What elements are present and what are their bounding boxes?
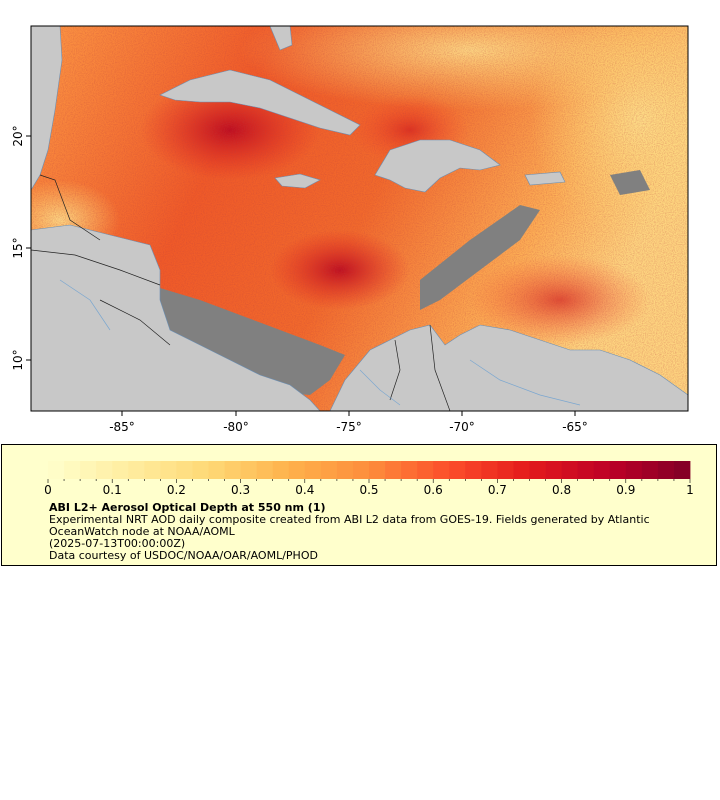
colorbar-cell bbox=[336, 461, 354, 479]
y-axis: 20° 15° 10° bbox=[11, 125, 31, 371]
legend-date: (2025-07-13T00:00:00Z) bbox=[49, 537, 186, 550]
land-jamaica bbox=[274, 173, 321, 189]
land-south-america bbox=[329, 324, 688, 411]
land-layer bbox=[31, 26, 688, 411]
x-tick-label: -70° bbox=[449, 420, 475, 434]
colorbar-cell bbox=[112, 461, 129, 479]
colorbar-tick-label: 0.5 bbox=[359, 483, 378, 497]
map-frame: -85° -80° -75° -70° -65° 20° 15° 10° bbox=[0, 0, 720, 440]
colorbar-cell bbox=[288, 461, 306, 479]
colorbar-cell bbox=[352, 461, 370, 479]
colorbar-tick-label: 0 bbox=[44, 483, 52, 497]
colorbar-cell bbox=[609, 461, 627, 479]
no-data-region-colombia-coast bbox=[420, 205, 540, 310]
colorbar-cell bbox=[545, 461, 562, 479]
colorbar-cell bbox=[641, 461, 659, 479]
colorbar-ticks: 0 0.1 0.2 0.3 0.4 0.5 0.6 0.7 0.8 0.9 1 bbox=[44, 479, 694, 497]
y-tick-label: 15° bbox=[11, 237, 25, 258]
colorbar-cell bbox=[433, 461, 450, 479]
land-central-america bbox=[31, 26, 63, 191]
colorbar: 0 0.1 0.2 0.3 0.4 0.5 0.6 0.7 0.8 0.9 1 bbox=[44, 461, 694, 497]
colorbar-tick-label: 0.4 bbox=[295, 483, 314, 497]
colorbar-cell bbox=[160, 461, 177, 479]
colorbar-cell bbox=[80, 461, 97, 479]
x-tick-label: -75° bbox=[336, 420, 362, 434]
colorbar-cell bbox=[481, 461, 498, 479]
colorbar-cell bbox=[385, 461, 402, 479]
map-border bbox=[30, 25, 689, 412]
colorbar-tick-label: 0.6 bbox=[424, 483, 443, 497]
land-hispaniola bbox=[374, 139, 501, 193]
colorbar-tick-label: 1 bbox=[686, 483, 694, 497]
colorbar-tick-label: 0.7 bbox=[488, 483, 507, 497]
colorbar-cell bbox=[657, 461, 675, 479]
colorbar-cell bbox=[64, 461, 81, 479]
colorbar-tick-label: 0.9 bbox=[616, 483, 635, 497]
colorbar-cell bbox=[369, 461, 386, 479]
colorbar-cell bbox=[192, 461, 209, 479]
land-puerto-rico bbox=[524, 171, 566, 186]
colorbar-cell bbox=[497, 461, 514, 479]
colorbar-tick-label: 0.1 bbox=[103, 483, 122, 497]
colorbar-cell bbox=[128, 461, 145, 479]
legend-title: ABI L2+ Aerosol Optical Depth at 550 nm … bbox=[49, 501, 326, 514]
colorbar-cells bbox=[48, 461, 691, 479]
colorbar-cell bbox=[320, 461, 338, 479]
colorbar-cell bbox=[561, 461, 579, 479]
no-data-region-small bbox=[610, 170, 650, 195]
colorbar-cell bbox=[673, 461, 691, 479]
colorbar-cell bbox=[176, 461, 193, 479]
colorbar-cell bbox=[256, 461, 274, 479]
legend-credit: Data courtesy of USDOC/NOAA/OAR/AOML/PHO… bbox=[49, 549, 318, 562]
colorbar-cell bbox=[48, 461, 65, 479]
x-tick-label: -80° bbox=[223, 420, 249, 434]
colorbar-tick-label: 0.3 bbox=[231, 483, 250, 497]
colorbar-cell bbox=[208, 461, 225, 479]
colorbar-cell bbox=[272, 461, 290, 479]
colorbar-cell bbox=[513, 461, 530, 479]
rivers bbox=[59, 279, 581, 406]
colorbar-cell bbox=[144, 461, 161, 479]
x-axis: -85° -80° -75° -70° -65° bbox=[109, 411, 588, 434]
map-plot-area bbox=[31, 26, 688, 411]
colorbar-cell bbox=[593, 461, 611, 479]
colorbar-tick-label: 0.8 bbox=[552, 483, 571, 497]
colorbar-cell bbox=[625, 461, 643, 479]
colorbar-cell bbox=[304, 461, 322, 479]
land-cuba bbox=[159, 69, 361, 136]
colorbar-cell bbox=[224, 461, 241, 479]
colorbar-cell bbox=[417, 461, 434, 479]
colorbar-cell bbox=[465, 461, 482, 479]
legend-panel: 0 0.1 0.2 0.3 0.4 0.5 0.6 0.7 0.8 0.9 1 ABI L2+ Ae… bbox=[1, 444, 717, 566]
aod-map[interactable]: -85° -80° -75° -70° -65° 20° 15° 10° bbox=[0, 0, 720, 440]
colorbar-cell bbox=[577, 461, 595, 479]
colorbar-cell bbox=[96, 461, 113, 479]
y-tick-label: 10° bbox=[11, 349, 25, 370]
legend-description-line1: Experimental NRT AOD daily composite cre… bbox=[49, 513, 650, 526]
x-tick-label: -85° bbox=[109, 420, 135, 434]
colorbar-tick-label: 0.2 bbox=[167, 483, 186, 497]
country-borders bbox=[31, 174, 451, 411]
colorbar-cell bbox=[240, 461, 258, 479]
y-tick-label: 20° bbox=[11, 125, 25, 146]
x-tick-label: -65° bbox=[562, 420, 588, 434]
colorbar-cell bbox=[449, 461, 466, 479]
land-isthmus bbox=[31, 224, 321, 411]
land-florida-keys bbox=[269, 26, 293, 51]
legend-description-line2: OceanWatch node at NOAA/AOML bbox=[49, 525, 235, 538]
colorbar-cell bbox=[401, 461, 418, 479]
colorbar-cell bbox=[529, 461, 546, 479]
